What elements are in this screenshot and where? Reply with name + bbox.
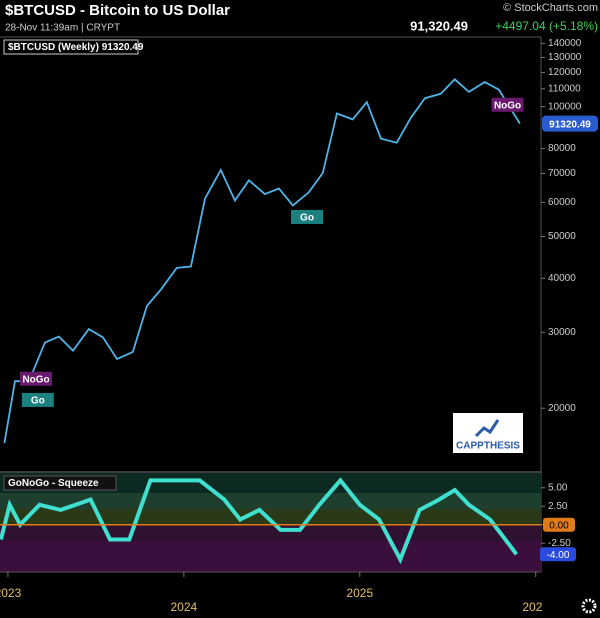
zone [0,525,541,541]
y-tick-label: 0.00 [549,520,569,531]
copyright: © StockCharts.com [503,2,598,14]
price-badge-label: 91320.49 [549,119,591,130]
annotation-box [491,97,524,112]
y-tick-label: 60000 [548,197,576,208]
y-tick-label: 110000 [548,83,581,94]
annotation-box [20,371,53,386]
settings-icon[interactable] [581,598,597,614]
annotation-box [291,209,324,224]
x-tick-label: 2024 [171,600,198,614]
last-price: 91,320.49 [410,18,468,33]
title: $BTCUSD - Bitcoin to US Dollar [5,2,230,19]
legend-box [3,39,139,55]
plot: 2023 2024 2025 2026 [0,78,549,614]
legend: $BTCUSD (Weekly) 91320.49 [8,42,144,53]
y-tick-label: 2.50 [548,501,568,512]
annotation-box [21,392,54,407]
x-tick-label: 2025 [346,586,373,600]
timestamp: 28-Nov 11:39am | CRYPT [5,23,120,34]
annotation: Go [31,396,45,407]
annotation: Go [300,213,314,224]
logo: CAPPTHESIS [456,441,520,452]
y-tick-label: 50000 [548,231,576,242]
value-badge [543,517,575,532]
annotation: NoGo [494,100,521,111]
indicator-legend: GoNoGo - Squeeze [8,478,99,489]
annotation: NoGo [22,374,49,385]
y-tick-label: 30000 [548,327,576,338]
y-tick-label: 100000 [548,101,582,112]
y-tick-label: 40000 [548,273,576,284]
y-tick-label: 130000 [548,52,582,63]
x-tick-label: 2026 [522,600,549,614]
zone [0,473,541,493]
y-tick-label: 140000 [548,38,582,49]
legend-box [3,475,117,491]
logo-box [453,413,523,453]
change: +4497.04 (+5.18%) [495,19,598,33]
value-badge [540,547,576,562]
logo-icon [474,419,500,438]
y-tick-label: 20000 [548,403,576,414]
y-tick-label: -2.50 [548,538,571,549]
x-tick-label: 2023 [0,586,22,600]
y-tick-label: 80000 [548,143,576,154]
price-badge [542,115,598,132]
zone [0,493,541,509]
y-tick-label: 70000 [548,168,576,179]
value-badge-label: -4.00 [547,550,570,561]
zone [0,541,541,572]
y-tick-label: 5.00 [548,482,568,493]
y-tick-label: 120000 [548,67,582,78]
series-line [0,477,519,565]
series-line [3,78,521,444]
